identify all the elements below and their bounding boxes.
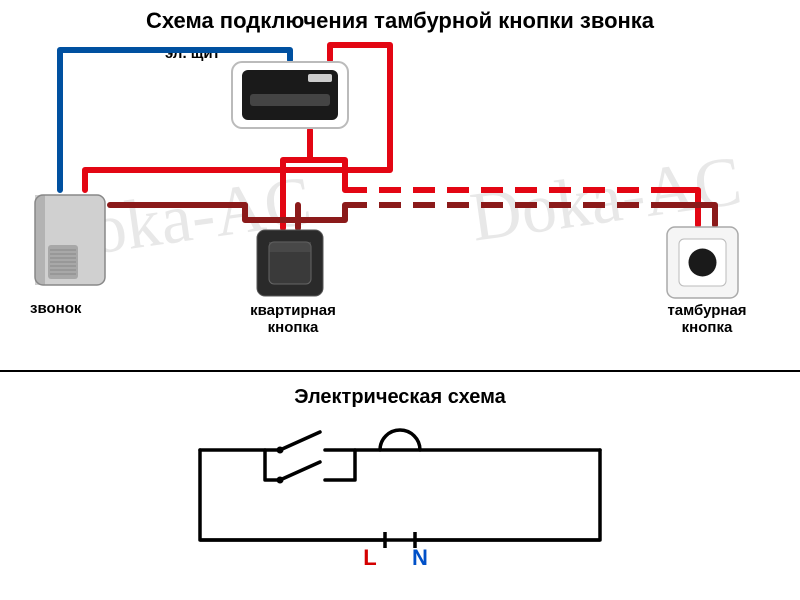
svg-text:N: N [412, 545, 428, 570]
vestibule-button [665, 225, 740, 305]
doorbell-device [30, 190, 110, 295]
apartment-button [255, 228, 325, 303]
electrical-panel [230, 60, 350, 135]
svg-text:L: L [363, 545, 376, 570]
